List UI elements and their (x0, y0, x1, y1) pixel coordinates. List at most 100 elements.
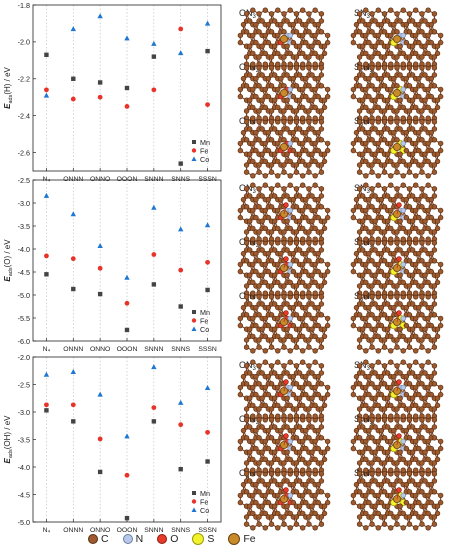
atom-c (373, 44, 378, 49)
atom-c (303, 76, 308, 81)
atom-c (275, 208, 280, 213)
atom-c (250, 116, 255, 121)
atom-c (398, 44, 403, 49)
atom-c (351, 141, 356, 146)
atom-c (241, 251, 246, 256)
data-point-fe (151, 87, 156, 92)
atom-c (325, 208, 330, 213)
atom-c (357, 119, 362, 124)
atom-c (413, 87, 418, 92)
atom-c (373, 73, 378, 78)
atom-c (388, 33, 393, 38)
atom-c (294, 240, 299, 245)
atom-c (269, 258, 274, 263)
atom-c (410, 248, 415, 253)
atom-c (370, 284, 375, 289)
atom-c (382, 240, 387, 245)
atom-c (263, 141, 268, 146)
data-point-mn (98, 470, 102, 474)
atom-c (297, 273, 302, 278)
atom-c (272, 273, 277, 278)
atom-c (438, 262, 443, 267)
atom-c (313, 62, 318, 67)
atom-c (357, 109, 362, 114)
atom-c (307, 137, 312, 142)
atom-c (275, 159, 280, 164)
legend-marker-fe (192, 499, 196, 503)
atom-c (385, 127, 390, 132)
atom-c (388, 87, 393, 92)
atom-c (423, 44, 428, 49)
atom-c (257, 204, 262, 209)
data-point-fe (125, 301, 130, 306)
adsorbate-atom (284, 257, 289, 262)
atom-c (432, 109, 437, 114)
atom-c (275, 33, 280, 38)
atom-c (282, 11, 287, 16)
atom-c (413, 116, 418, 121)
atom-c (363, 226, 368, 231)
atom-c (382, 186, 387, 191)
adsorbate-atom (397, 257, 402, 262)
data-point-fe (71, 256, 76, 261)
atom-c (401, 226, 406, 231)
atom-c (382, 55, 387, 60)
atom-c (426, 280, 431, 285)
legend-label-co: Co (200, 155, 209, 164)
atom-c (432, 29, 437, 34)
atom-c (313, 8, 318, 13)
atom-c (303, 269, 308, 274)
y-axis-label-tail: (H) / eV (3, 66, 12, 94)
atom-c (244, 119, 249, 124)
x-tick-label: ONNN (63, 176, 83, 183)
adsorbate-atom (284, 203, 289, 208)
atom-c (432, 137, 437, 142)
atom-c (285, 248, 290, 253)
atom-c (376, 159, 381, 164)
atom-c (420, 258, 425, 263)
atom-c (420, 119, 425, 124)
atom-c (360, 219, 365, 224)
atom-c (360, 127, 365, 132)
atom-c (316, 22, 321, 27)
data-point-mn (205, 49, 209, 53)
atom-c (266, 76, 271, 81)
atom-c (357, 186, 362, 191)
atom-c (367, 197, 372, 202)
atom-c (250, 237, 255, 242)
atom-c (413, 8, 418, 13)
atom-c (266, 215, 271, 220)
legend-label-co: Co (200, 506, 209, 515)
atom-c (285, 98, 290, 103)
atom-c (407, 109, 412, 114)
atom-c (410, 273, 415, 278)
atom-c (257, 240, 262, 245)
atom-c (351, 262, 356, 267)
atom-c (275, 173, 280, 178)
atom-c (269, 137, 274, 142)
atom-c (401, 116, 406, 121)
atom-c (269, 65, 274, 70)
atom-c (275, 141, 280, 146)
data-point-mn (205, 288, 209, 292)
y-tick-label: -4.5 (18, 268, 30, 277)
atom-c (307, 119, 312, 124)
data-point-mn (179, 304, 183, 308)
atom-c (429, 40, 434, 45)
data-point-fe (151, 405, 156, 410)
atom-c (410, 219, 415, 224)
data-point-mn (179, 467, 183, 471)
atom-c (254, 269, 259, 274)
atom-c (435, 44, 440, 49)
atom-c (416, 40, 421, 45)
atom-c (257, 55, 262, 60)
atom-c (373, 152, 378, 157)
atom-c (285, 19, 290, 24)
atom-c (263, 33, 268, 38)
atom-c (269, 186, 274, 191)
atom-c (303, 197, 308, 202)
atom-c (319, 65, 324, 70)
atom-c (395, 137, 400, 142)
data-point-co (178, 226, 183, 231)
